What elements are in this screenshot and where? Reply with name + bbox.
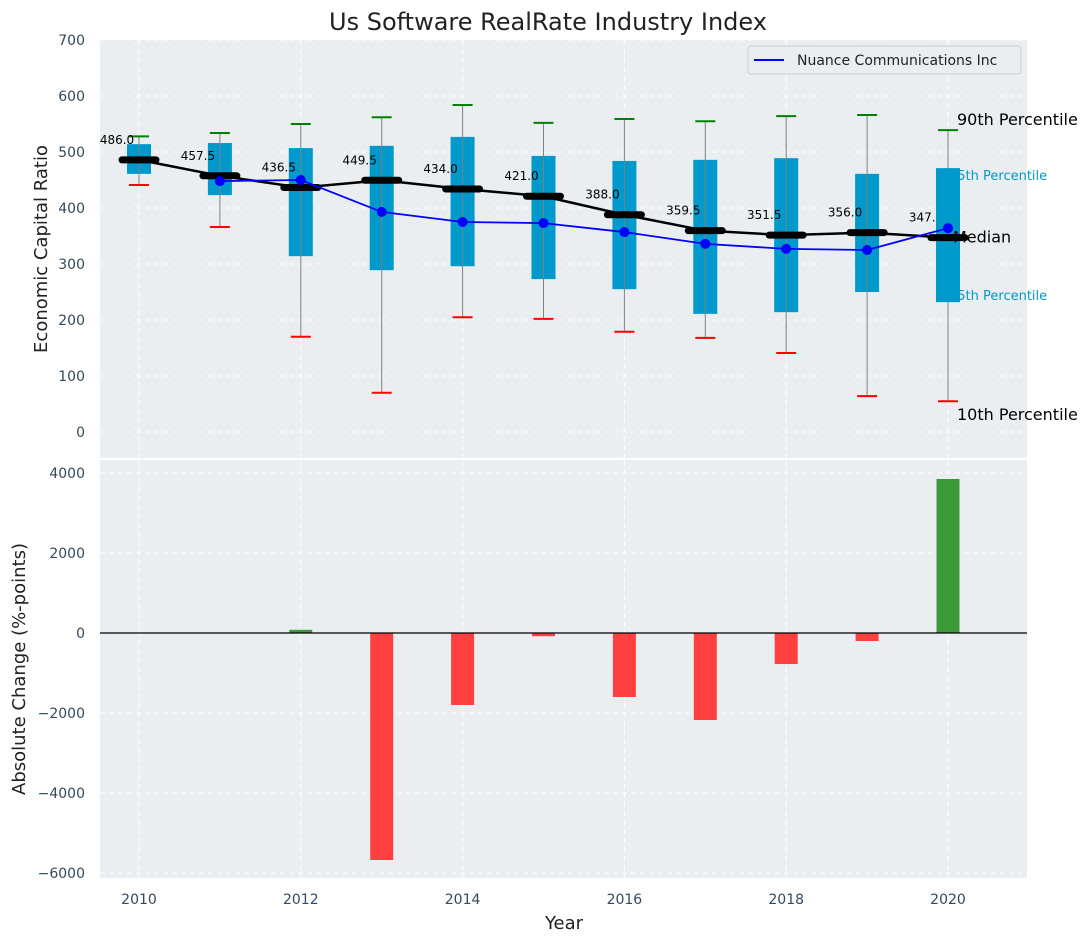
- y-tick-label: 300: [58, 257, 85, 273]
- chart-title: Us Software RealRate Industry Index: [329, 8, 767, 36]
- x-tick-label: 2018: [768, 892, 804, 908]
- annotation-median: Median: [953, 228, 1011, 247]
- x-tick-label: 2012: [283, 892, 319, 908]
- x-tick-label: 2010: [121, 892, 157, 908]
- median-value-label: 351.5: [747, 208, 781, 222]
- y-tick-label: 700: [58, 33, 85, 49]
- change-bars: [100, 479, 1027, 860]
- change-bar: [693, 633, 717, 720]
- company-point: [376, 206, 387, 217]
- legend-label: Nuance Communications Inc: [797, 53, 997, 69]
- y-tick-label: 100: [58, 369, 85, 385]
- company-point: [781, 243, 792, 254]
- annotation-p10: 10th Percentile: [957, 405, 1078, 424]
- company-point: [943, 223, 953, 234]
- company-series-line: [219, 179, 949, 251]
- company-point: [295, 175, 306, 185]
- median-value-label: 359.5: [666, 204, 700, 218]
- company-line: [214, 175, 953, 255]
- company-point: [619, 227, 630, 238]
- change-bar: [532, 633, 555, 637]
- median-value-label: 421.0: [504, 169, 538, 183]
- top-plot-area: [100, 40, 1027, 458]
- bottom-plot-area: [100, 460, 1027, 878]
- y-tick-label: 200: [58, 313, 85, 329]
- median-value-label: 347.0: [909, 211, 943, 225]
- change-bar: [289, 629, 313, 633]
- x-axis-label: Year: [544, 913, 584, 934]
- annotation-p90: 90th Percentile: [957, 110, 1078, 129]
- change-bar: [774, 633, 798, 664]
- y-tick-label: −2000: [38, 706, 85, 722]
- legend: Nuance Communications Inc: [747, 45, 1022, 75]
- company-point: [538, 218, 549, 229]
- x-tick-label: 2020: [930, 892, 966, 908]
- change-bar: [612, 633, 636, 697]
- median-value-label: 449.5: [343, 153, 377, 167]
- annotation-p25: 25th Percentile: [949, 289, 1047, 304]
- y-tick-label: 4000: [49, 466, 85, 482]
- change-bar: [855, 633, 879, 641]
- x-tick-label: 2016: [607, 892, 643, 908]
- company-point: [214, 176, 225, 187]
- median-value-label: 434.0: [423, 162, 457, 176]
- top-y-axis-label: Economic Capital Ratio: [31, 145, 52, 353]
- median-line: [118, 156, 969, 242]
- annotation-p75: 75th Percentile: [949, 169, 1047, 184]
- y-tick-label: 0: [76, 425, 85, 441]
- median-value-label: 388.0: [585, 188, 619, 202]
- y-tick-label: −4000: [38, 786, 85, 802]
- change-bar: [370, 633, 394, 860]
- legend-box: [747, 45, 1022, 75]
- change-bar: [451, 633, 475, 705]
- axis-ticks: 0 100 200 300 400 500 600 700 −6000 −4000 −2000 0 20…: [38, 33, 966, 908]
- y-tick-label: −6000: [38, 866, 85, 882]
- y-tick-label: 400: [58, 201, 85, 217]
- company-point: [457, 217, 468, 227]
- y-tick-label: 500: [58, 145, 85, 161]
- change-bar: [936, 479, 960, 633]
- company-point: [700, 238, 711, 249]
- company-point: [862, 245, 873, 255]
- median-value-label: 486.0: [100, 133, 134, 147]
- y-tick-label: 0: [76, 626, 85, 642]
- percentile-annotations: 90th Percentile 75th Percentile Median 25th…: [949, 110, 1078, 424]
- median-value-label: 436.5: [262, 161, 296, 175]
- median-value-label: 356.0: [828, 206, 862, 220]
- y-tick-label: 2000: [49, 546, 85, 562]
- x-tick-label: 2014: [445, 892, 481, 908]
- bottom-y-axis-label: Absolute Change (%-points): [9, 543, 30, 795]
- median-value-label: 457.5: [181, 149, 215, 163]
- y-tick-label: 600: [58, 89, 85, 105]
